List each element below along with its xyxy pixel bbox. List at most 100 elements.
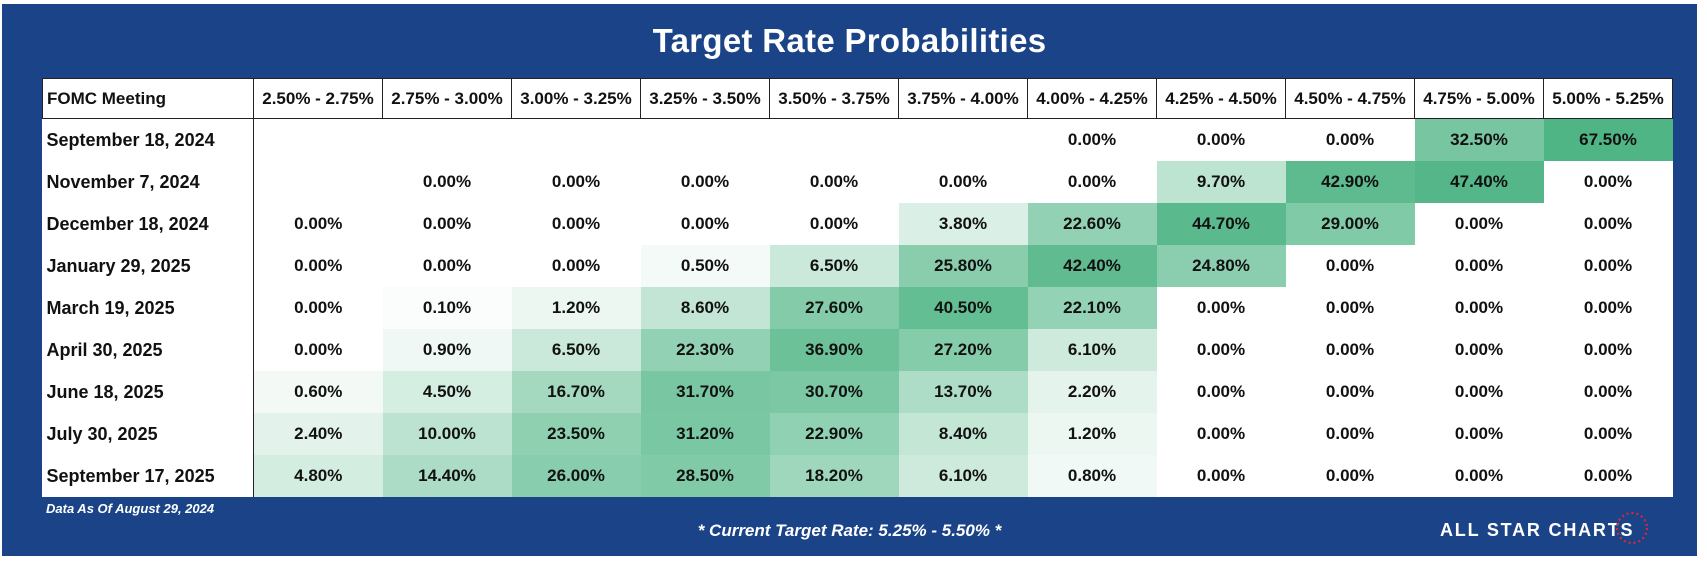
probability-cell: 18.20% [769, 455, 899, 497]
probability-cell [383, 119, 512, 162]
column-header: 4.25% - 4.50% [1156, 78, 1286, 119]
probability-cell: 1.20% [1027, 413, 1157, 455]
meeting-date: September 17, 2025 [42, 455, 254, 497]
probability-cell: 0.00% [1027, 161, 1157, 203]
probability-cell: 0.10% [382, 287, 512, 329]
probability-cell: 16.70% [511, 371, 641, 413]
probability-cell: 0.90% [382, 329, 512, 371]
probability-cell: 0.00% [253, 287, 383, 329]
meeting-date: January 29, 2025 [42, 245, 254, 287]
probability-cell: 23.50% [511, 413, 641, 455]
probability-cell: 0.00% [769, 203, 899, 245]
probability-cell: 0.00% [1285, 455, 1415, 497]
probability-cell: 22.30% [640, 329, 770, 371]
probability-cell: 9.70% [1156, 161, 1286, 203]
probability-cell: 0.00% [253, 203, 383, 245]
probability-cell: 4.50% [382, 371, 512, 413]
probability-cell: 0.00% [1543, 203, 1673, 245]
probability-cell: 32.50% [1414, 118, 1544, 161]
probability-cell: 0.00% [1156, 413, 1286, 455]
meeting-date: September 18, 2024 [42, 118, 254, 161]
probability-cell: 0.00% [1543, 371, 1673, 413]
probability-cell: 6.50% [511, 329, 641, 371]
probability-cell: 0.00% [1156, 118, 1286, 161]
probability-cell: 0.00% [1414, 203, 1544, 245]
probability-cell: 67.50% [1543, 118, 1673, 161]
probability-cell [899, 119, 1028, 162]
probability-cell: 0.00% [1414, 371, 1544, 413]
meeting-date: November 7, 2024 [42, 161, 254, 203]
table-row: July 30, 2025 2.40% 10.00% 23.50% 31.20% 22.9… [42, 413, 1673, 455]
probability-cell: 44.70% [1156, 203, 1286, 245]
probability-cell: 0.00% [1543, 245, 1673, 287]
probability-cell: 25.80% [898, 245, 1028, 287]
probability-cell: 8.60% [640, 287, 770, 329]
column-header: 3.25% - 3.50% [640, 78, 770, 119]
probability-cell: 0.00% [511, 203, 641, 245]
table-row: December 18, 2024 0.00% 0.00% 0.00% 0.00% 0.0… [42, 203, 1673, 245]
probability-cell: 0.60% [253, 371, 383, 413]
meeting-date: April 30, 2025 [42, 329, 254, 371]
probability-cell: 0.00% [1285, 118, 1415, 161]
probability-cell: 0.00% [1285, 245, 1415, 287]
probability-cell: 0.00% [1414, 245, 1544, 287]
brand-name: ALL STAR CHARTS [1440, 520, 1635, 540]
probability-cell: 0.00% [1027, 118, 1157, 161]
meeting-date: July 30, 2025 [42, 413, 254, 455]
probability-cell: 0.00% [640, 161, 770, 203]
probability-cell: 10.00% [382, 413, 512, 455]
probability-cell: 4.80% [253, 455, 383, 497]
probability-cell: 0.00% [1156, 371, 1286, 413]
table-row: April 30, 2025 0.00% 0.90% 6.50% 22.30% 36.90… [42, 329, 1673, 371]
probability-cell: 24.80% [1156, 245, 1286, 287]
probability-cell: 0.00% [1414, 413, 1544, 455]
column-header: 4.00% - 4.25% [1027, 78, 1157, 119]
probability-cell: 8.40% [898, 413, 1028, 455]
table-row: January 29, 2025 0.00% 0.00% 0.00% 0.50% 6.50… [42, 245, 1673, 287]
probability-cell: 42.90% [1285, 161, 1415, 203]
probability-cell: 2.40% [253, 413, 383, 455]
column-header: 3.50% - 3.75% [769, 78, 899, 119]
probability-cell: 3.80% [898, 203, 1028, 245]
probability-cell [512, 119, 641, 162]
probability-cell: 2.20% [1027, 371, 1157, 413]
meeting-date: March 19, 2025 [42, 287, 254, 329]
data-as-of-note: Data As Of August 29, 2024 [46, 501, 215, 516]
probability-cell: 0.00% [1285, 413, 1415, 455]
header-row: FOMC Meeting 2.50% - 2.75% 2.75% - 3.00% 3… [42, 78, 1673, 119]
probability-cell: 22.90% [769, 413, 899, 455]
probability-cell: 29.00% [1285, 203, 1415, 245]
probability-cell: 6.10% [1027, 329, 1157, 371]
probability-cell [770, 119, 899, 162]
probability-cell: 31.70% [640, 371, 770, 413]
column-header: 2.50% - 2.75% [253, 78, 383, 119]
probability-cell: 0.00% [1414, 287, 1544, 329]
table-body: September 18, 2024 0.00% 0.00% 0.00% 32.50% 6… [42, 118, 1673, 497]
probability-cell: 0.00% [382, 203, 512, 245]
probability-cell: 0.00% [253, 245, 383, 287]
probability-cell: 6.10% [898, 455, 1028, 497]
probability-cell: 0.00% [511, 245, 641, 287]
probability-cell: 0.00% [898, 161, 1028, 203]
probability-cell: 0.00% [1285, 371, 1415, 413]
probability-cell: 22.10% [1027, 287, 1157, 329]
meeting-date: December 18, 2024 [42, 203, 254, 245]
probability-cell: 40.50% [898, 287, 1028, 329]
probability-cell [254, 119, 383, 162]
table-row: November 7, 2024 0.00% 0.00% 0.00% 0.00% 0.00… [42, 161, 1673, 203]
column-header: 3.75% - 4.00% [898, 78, 1028, 119]
probability-cell [254, 161, 383, 203]
probability-cell: 47.40% [1414, 161, 1544, 203]
probability-cell: 0.00% [1285, 287, 1415, 329]
probability-cell: 0.00% [1156, 455, 1286, 497]
probability-cell [641, 119, 770, 162]
table-row: September 18, 2024 0.00% 0.00% 0.00% 32.50% 6… [42, 118, 1673, 162]
probability-cell: 6.50% [769, 245, 899, 287]
probability-cell: 0.00% [1543, 413, 1673, 455]
probability-cell: 0.80% [1027, 455, 1157, 497]
probability-cell: 0.00% [253, 329, 383, 371]
star-ring-icon [1615, 511, 1649, 545]
probability-cell: 0.00% [511, 161, 641, 203]
column-header: 5.00% - 5.25% [1543, 78, 1673, 119]
chart-title: Target Rate Probabilities [652, 22, 1047, 59]
